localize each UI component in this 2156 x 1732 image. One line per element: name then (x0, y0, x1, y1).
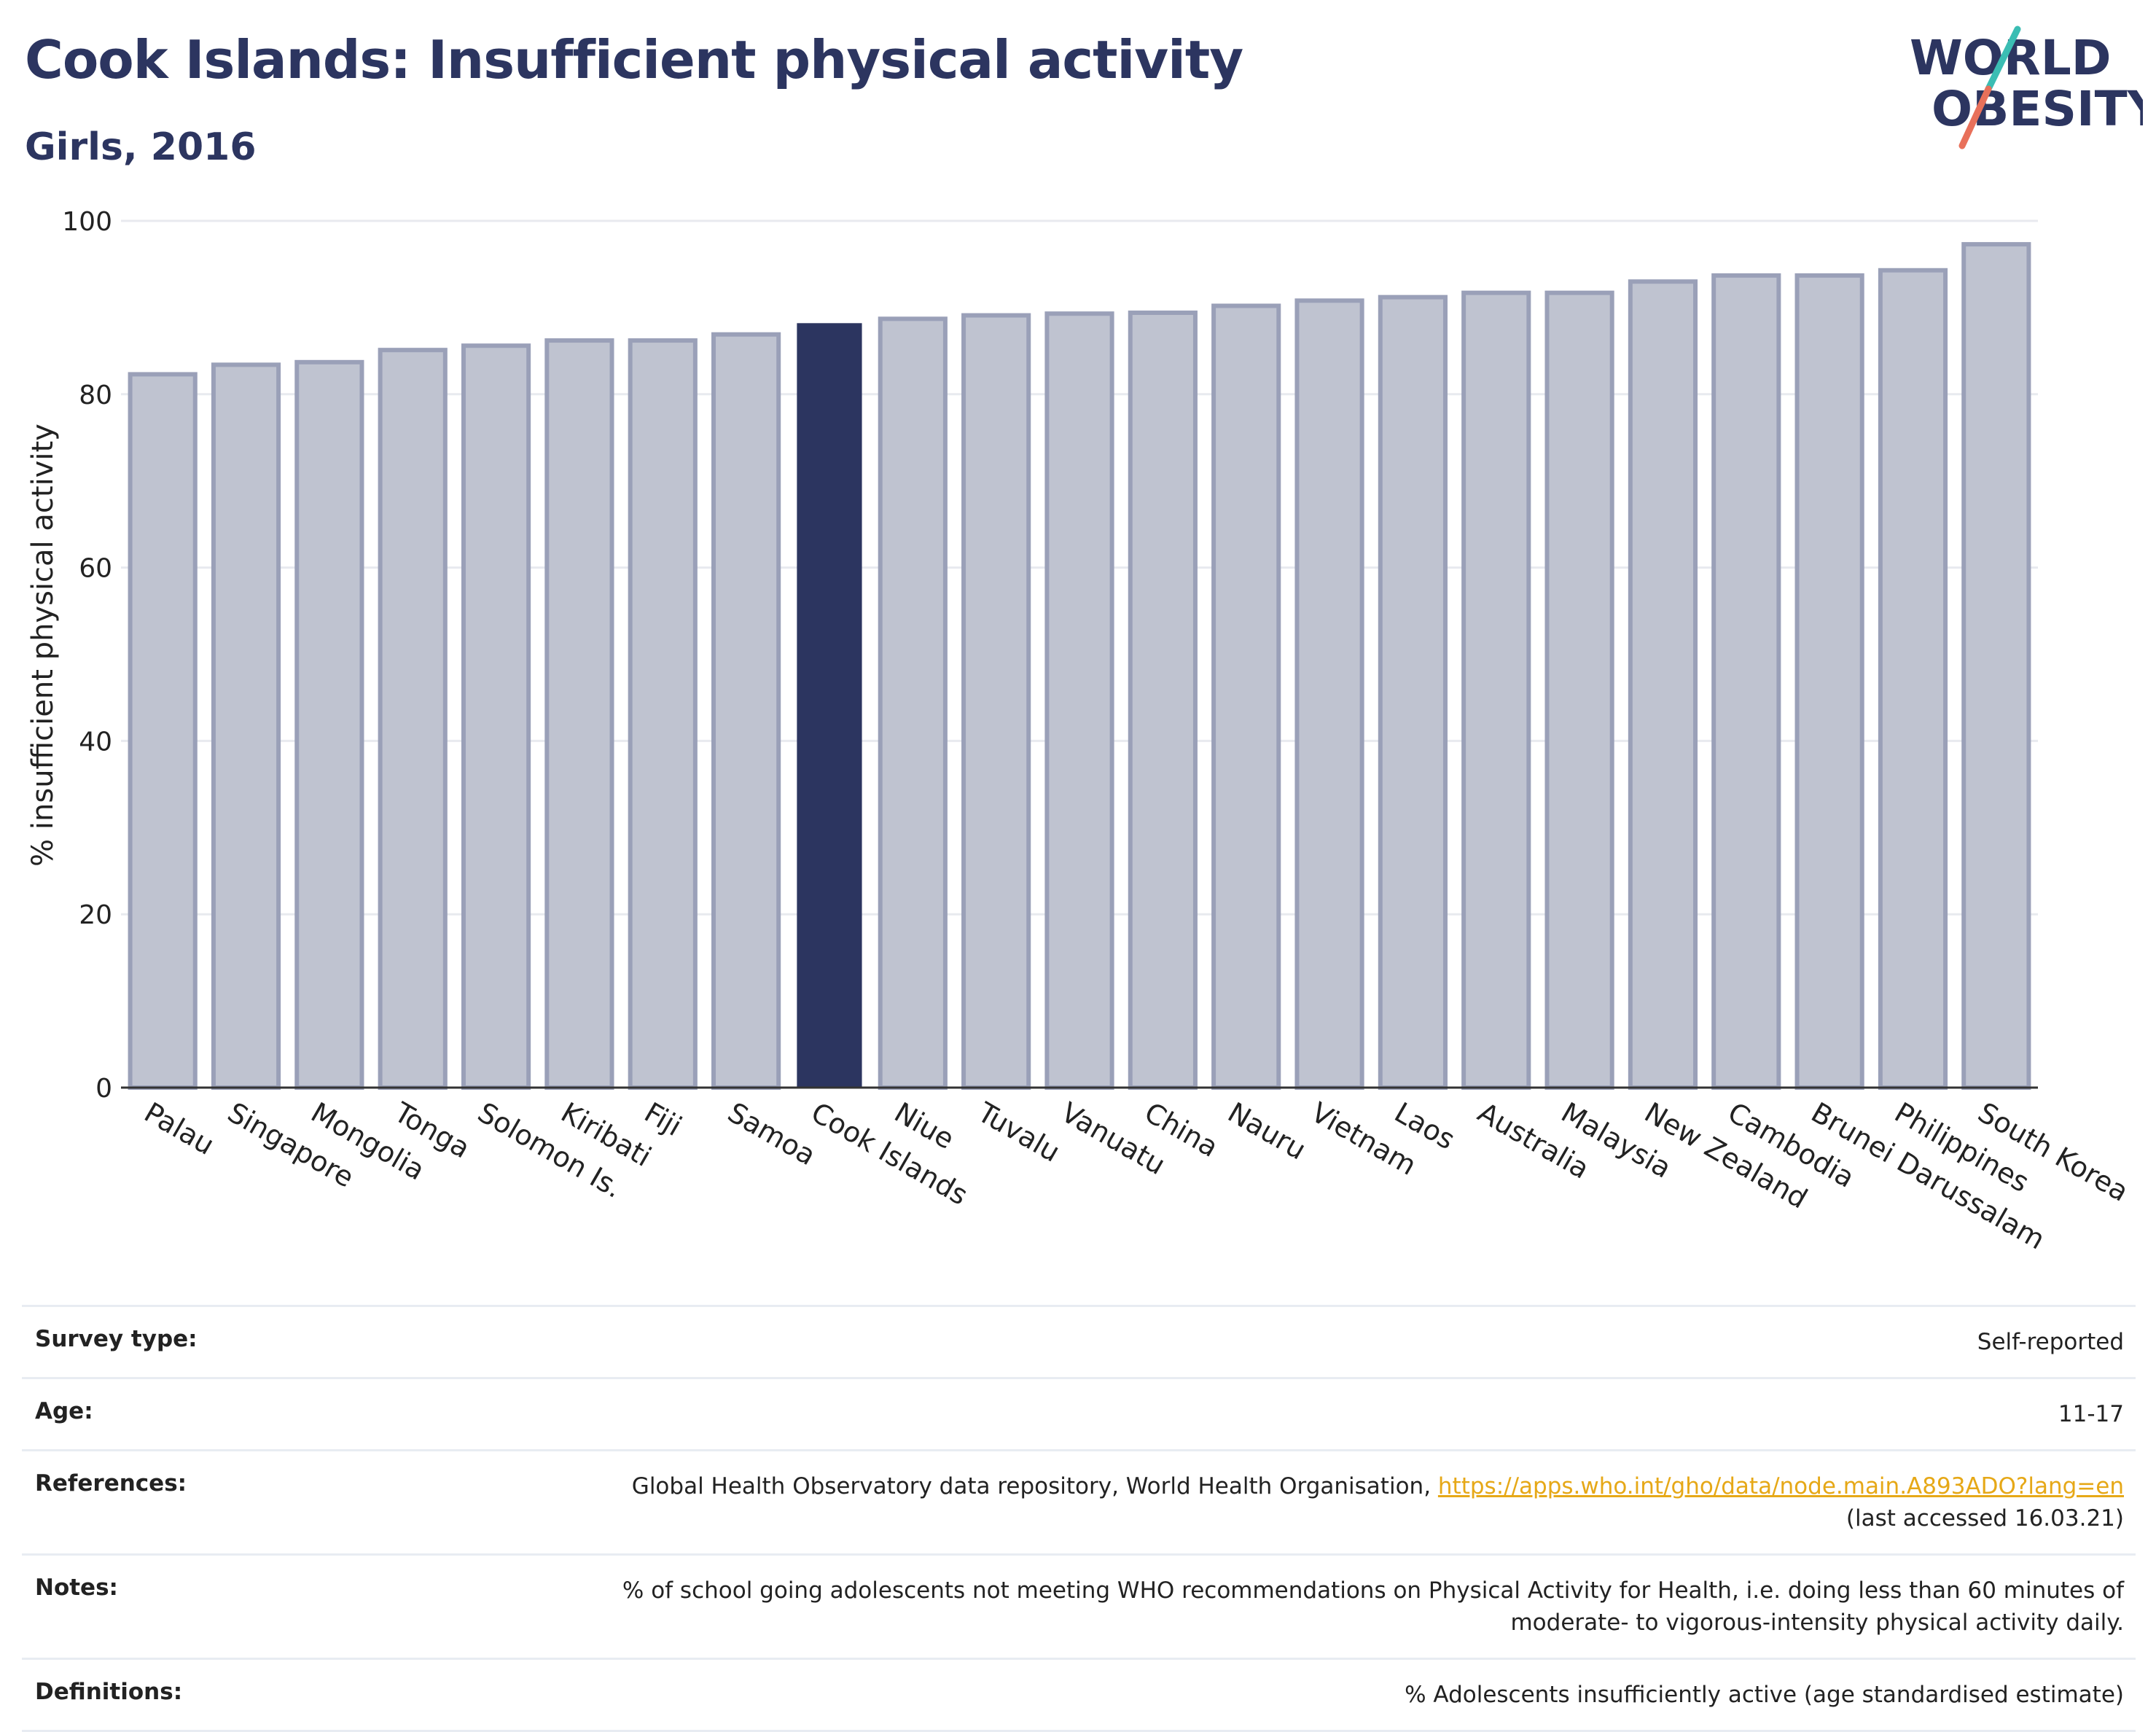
age-label: Age: (35, 1398, 93, 1424)
info-row-survey-type: Survey type: Self-reported (22, 1305, 2136, 1377)
x-tick-label: Palau (139, 1096, 220, 1161)
definitions-value: % Adolescents insufficiently active (age… (1405, 1682, 2124, 1708)
info-row-references: References: Global Health Observatory da… (22, 1449, 2136, 1553)
bar (878, 316, 948, 1090)
y-tick-label: 60 (79, 554, 112, 584)
bar (961, 313, 1031, 1091)
bar (1711, 273, 1781, 1091)
logo-slash-teal (1985, 26, 2021, 93)
bar (711, 332, 781, 1090)
age-value: 11-17 (2058, 1401, 2124, 1427)
x-tick-label: Samoa (722, 1096, 821, 1172)
bar (461, 343, 531, 1090)
info-row-age: Age: 11-17 (22, 1377, 2136, 1449)
bar (1794, 273, 1864, 1091)
survey-type-label: Survey type: (35, 1326, 198, 1352)
logo-line-2: OBESITY (1932, 81, 2143, 137)
bar (1628, 279, 1698, 1091)
chart-title: Cook Islands: Insufficient physical acti… (25, 29, 1243, 90)
bar (1461, 290, 1531, 1090)
y-tick-label: 40 (79, 727, 112, 757)
references-accessed: (last accessed 16.03.21) (1846, 1505, 2124, 1532)
bar (128, 372, 198, 1090)
bar (1211, 303, 1281, 1091)
bar (1294, 298, 1364, 1091)
notes-line-2: moderate- to vigorous-intensity physical… (1510, 1610, 2124, 1636)
bar (211, 362, 281, 1090)
y-tick-label: 0 (95, 1074, 112, 1104)
info-row-definitions: Definitions: % Adolescents insufficientl… (22, 1658, 2136, 1732)
world-obesity-logo: WORLD OBESITY (1910, 26, 2143, 149)
bar (1878, 268, 1948, 1091)
bar-layer (128, 242, 2031, 1091)
bar (378, 348, 448, 1090)
y-tick-label: 100 (62, 207, 112, 237)
x-tick-label: Fiji (639, 1096, 687, 1142)
x-tick-label: Tuvalu (972, 1096, 1065, 1169)
chart-subtitle: Girls, 2016 (25, 125, 257, 169)
references-value: Global Health Observatory data repositor… (632, 1470, 2124, 1534)
bar (1544, 290, 1614, 1090)
notes-value: % of school going adolescents not meetin… (622, 1575, 2124, 1639)
y-tick-label: 80 (79, 381, 112, 410)
notes-label: Notes: (35, 1575, 118, 1601)
bar-highlight (797, 323, 862, 1088)
bar (628, 338, 698, 1090)
bar (1128, 311, 1198, 1090)
bar (1378, 294, 1448, 1091)
bar (544, 338, 614, 1090)
y-axis-title: % insufficient physical activity (26, 424, 60, 867)
definitions-label: Definitions: (35, 1679, 183, 1705)
y-tick-label: 20 (79, 900, 112, 930)
info-row-notes: Notes: % of school going adolescents not… (22, 1553, 2136, 1658)
references-link[interactable]: https://apps.who.int/gho/data/node.main.… (1437, 1473, 2124, 1499)
x-tick-label: Nauru (1222, 1096, 1311, 1166)
references-text: Global Health Observatory data repositor… (631, 1473, 1438, 1499)
notes-line-1: % of school going adolescents not meetin… (622, 1577, 2124, 1604)
references-label: References: (35, 1470, 187, 1497)
bar (1044, 311, 1114, 1090)
survey-type-value: Self-reported (1977, 1329, 2124, 1355)
info-table: Survey type: Self-reported Age: 11-17 Re… (22, 1305, 2136, 1732)
logo-slash-coral (1958, 85, 1992, 149)
bar (294, 359, 364, 1090)
bar (1961, 242, 2031, 1090)
x-tick-label: Cook Islands (805, 1096, 973, 1212)
